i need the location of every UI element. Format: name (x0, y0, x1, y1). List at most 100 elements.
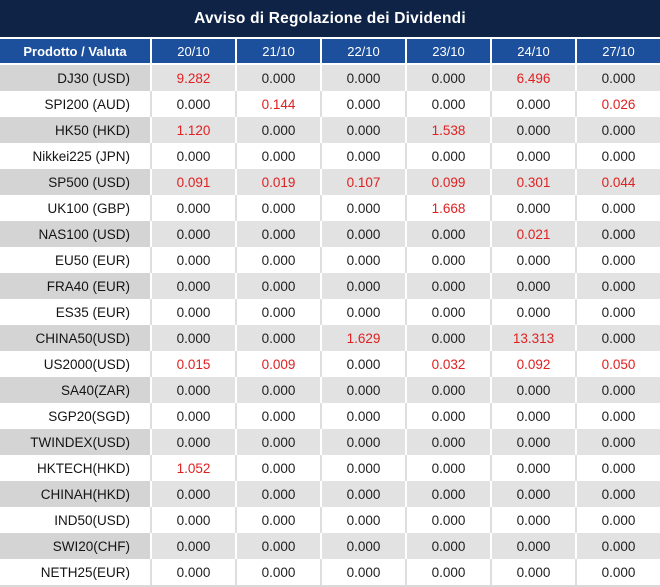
value-cell: 0.000 (320, 247, 405, 273)
value-cell: 0.000 (320, 143, 405, 169)
value-cell: 0.000 (150, 143, 235, 169)
value-cell: 0.091 (150, 169, 235, 195)
product-cell: SWI20(CHF) (0, 533, 150, 559)
table-row: EU50 (EUR) 0.000 0.000 0.000 0.000 0.000 0.000 (0, 247, 660, 273)
table-row: DJ30 (USD) 9.282 0.000 0.000 0.000 6.496 0.000 (0, 65, 660, 91)
value-cell: 0.000 (235, 481, 320, 507)
product-cell: SP500 (USD) (0, 169, 150, 195)
value-cell: 0.000 (320, 429, 405, 455)
product-cell: CHINAH(HKD) (0, 481, 150, 507)
value-cell: 0.000 (235, 247, 320, 273)
value-cell: 0.000 (150, 481, 235, 507)
product-cell: NAS100 (USD) (0, 221, 150, 247)
value-cell: 0.000 (490, 143, 575, 169)
table-body: DJ30 (USD) 9.282 0.000 0.000 0.000 6.496 0.000… (0, 65, 660, 585)
value-cell: 0.000 (490, 533, 575, 559)
value-cell: 0.000 (235, 377, 320, 403)
value-cell: 0.000 (575, 429, 660, 455)
value-cell: 13.313 (490, 325, 575, 351)
value-cell: 0.000 (575, 403, 660, 429)
value-cell: 1.629 (320, 325, 405, 351)
table-row: SP500 (USD) 0.091 0.019 0.107 0.099 0.301 0.04… (0, 169, 660, 195)
value-cell: 0.000 (490, 403, 575, 429)
value-cell: 0.000 (490, 117, 575, 143)
value-cell: 0.000 (490, 455, 575, 481)
value-cell: 0.015 (150, 351, 235, 377)
product-cell: SA40(ZAR) (0, 377, 150, 403)
value-cell: 0.021 (490, 221, 575, 247)
value-cell: 9.282 (150, 65, 235, 91)
value-cell: 0.050 (575, 351, 660, 377)
page-title: Avviso di Regolazione dei Dividendi (0, 0, 660, 39)
value-cell: 0.000 (405, 507, 490, 533)
table-row: HK50 (HKD) 1.120 0.000 0.000 1.538 0.000 0.000 (0, 117, 660, 143)
value-cell: 0.000 (490, 481, 575, 507)
value-cell: 0.000 (320, 559, 405, 585)
table-row: US2000(USD) 0.015 0.009 0.000 0.032 0.092 0.05… (0, 351, 660, 377)
value-cell: 0.000 (575, 195, 660, 221)
value-cell: 0.000 (405, 91, 490, 117)
value-cell: 0.000 (320, 533, 405, 559)
product-cell: SPI200 (AUD) (0, 91, 150, 117)
value-cell: 6.496 (490, 65, 575, 91)
value-cell: 1.052 (150, 455, 235, 481)
column-header-date: 23/10 (405, 39, 490, 63)
column-header-product: Prodotto / Valuta (23, 43, 127, 59)
product-cell: EU50 (EUR) (0, 247, 150, 273)
value-cell: 0.000 (405, 481, 490, 507)
table-row: CHINAH(HKD) 0.000 0.000 0.000 0.000 0.000 0.00… (0, 481, 660, 507)
value-cell: 0.000 (150, 299, 235, 325)
value-cell: 0.019 (235, 169, 320, 195)
product-cell: US2000(USD) (0, 351, 150, 377)
table-row: FRA40 (EUR) 0.000 0.000 0.000 0.000 0.000 0.00… (0, 273, 660, 299)
value-cell: 0.000 (235, 143, 320, 169)
column-header-date: 21/10 (235, 39, 320, 63)
value-cell: 0.000 (575, 507, 660, 533)
value-cell: 0.301 (490, 169, 575, 195)
table-row: IND50(USD) 0.000 0.000 0.000 0.000 0.000 0.000 (0, 507, 660, 533)
value-cell: 0.044 (575, 169, 660, 195)
value-cell: 0.000 (405, 247, 490, 273)
header-row: Prodotto / Valuta 20/10 21/10 22/10 23/10 24… (0, 39, 660, 65)
value-cell: 0.000 (575, 533, 660, 559)
table-row: SA40(ZAR) 0.000 0.000 0.000 0.000 0.000 0.000 (0, 377, 660, 403)
value-cell: 0.009 (235, 351, 320, 377)
value-cell: 0.000 (575, 221, 660, 247)
value-cell: 0.000 (405, 377, 490, 403)
value-cell: 0.000 (575, 481, 660, 507)
product-cell: SGP20(SGD) (0, 403, 150, 429)
value-cell: 0.000 (320, 195, 405, 221)
product-cell: IND50(USD) (0, 507, 150, 533)
table-row: CHINA50(USD) 0.000 0.000 1.629 0.000 13.313 0.… (0, 325, 660, 351)
value-cell: 0.144 (235, 91, 320, 117)
value-cell: 0.000 (490, 273, 575, 299)
column-header-date: 24/10 (490, 39, 575, 63)
value-cell: 0.000 (405, 533, 490, 559)
value-cell: 0.000 (150, 403, 235, 429)
value-cell: 0.000 (235, 195, 320, 221)
value-cell: 0.000 (150, 247, 235, 273)
value-cell: 0.000 (405, 299, 490, 325)
column-header-date: 20/10 (150, 39, 235, 63)
value-cell: 1.668 (405, 195, 490, 221)
product-cell: HK50 (HKD) (0, 117, 150, 143)
value-cell: 0.000 (150, 429, 235, 455)
product-cell: NETH25(EUR) (0, 559, 150, 585)
value-cell: 0.000 (320, 351, 405, 377)
value-cell: 0.000 (320, 117, 405, 143)
table-row: TWINDEX(USD) 0.000 0.000 0.000 0.000 0.000 0.0… (0, 429, 660, 455)
value-cell: 0.000 (405, 273, 490, 299)
value-cell: 0.000 (235, 403, 320, 429)
value-cell: 0.000 (235, 429, 320, 455)
value-cell: 0.000 (575, 325, 660, 351)
value-cell: 0.000 (320, 377, 405, 403)
value-cell: 0.000 (405, 559, 490, 585)
value-cell: 0.026 (575, 91, 660, 117)
table-row: SPI200 (AUD) 0.000 0.144 0.000 0.000 0.000 0.0… (0, 91, 660, 117)
value-cell: 0.000 (575, 65, 660, 91)
value-cell: 0.000 (150, 325, 235, 351)
value-cell: 0.000 (150, 559, 235, 585)
value-cell: 0.000 (150, 533, 235, 559)
value-cell: 0.000 (490, 195, 575, 221)
